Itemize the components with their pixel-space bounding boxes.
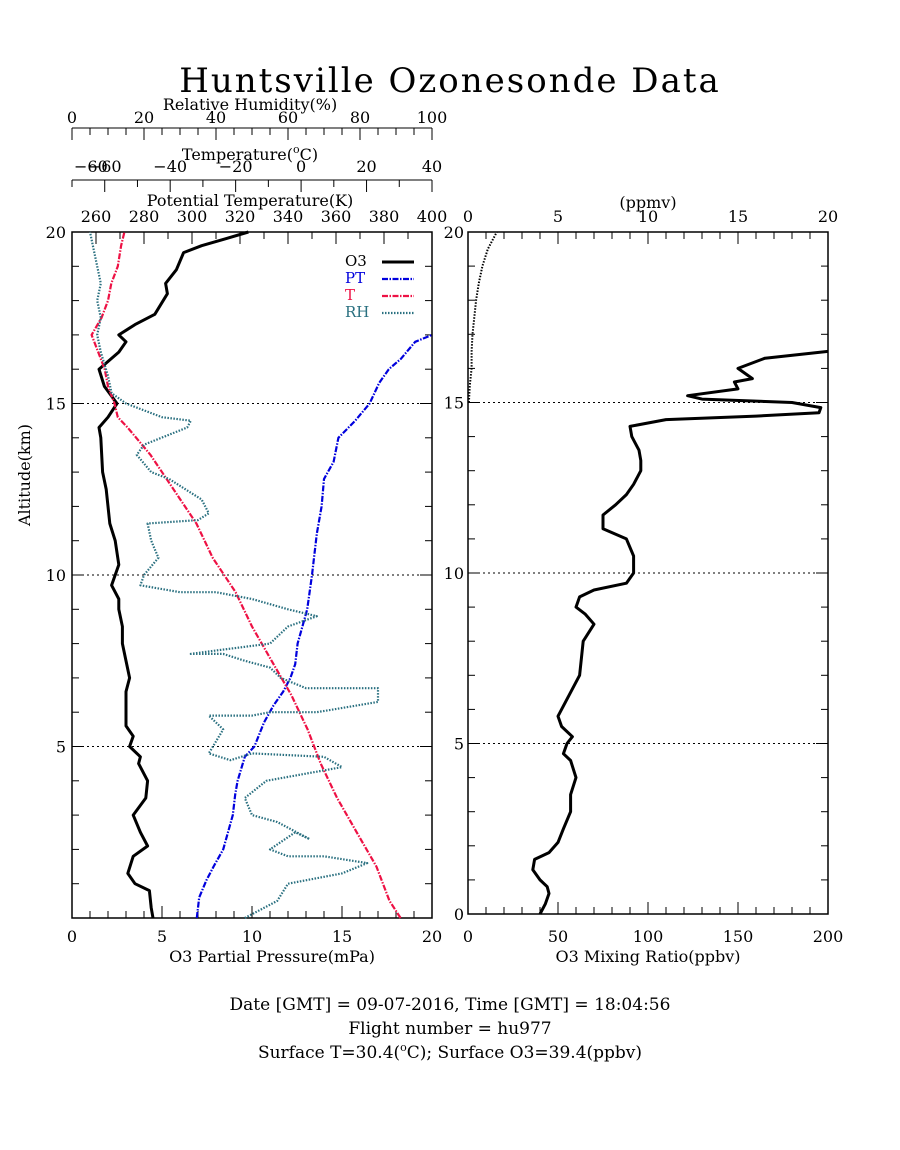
- ppmv-tick-label: 5: [553, 207, 563, 226]
- left-panel: 5 10 15 20 Altitude(km) 0 5 10 15 20 O3 Partial Pr…: [15, 95, 447, 966]
- rh-tick-label: 20: [134, 108, 154, 127]
- x-tick-label: 15: [332, 927, 352, 946]
- y-tick-label: 15: [444, 394, 464, 413]
- t-tick-label: −60: [74, 157, 108, 176]
- y-tick-label: 0: [454, 905, 464, 924]
- footer-surface-suffix: C); Surface O3=39.4(ppbv): [407, 1043, 642, 1063]
- y-tick-label: 5: [56, 738, 66, 757]
- pt-tick-label: 280: [129, 207, 160, 226]
- x-tick-label: 0: [67, 927, 77, 946]
- t-axis-label: Temperature(oC): [182, 143, 318, 164]
- x-tick-label: 150: [723, 927, 754, 946]
- t-tick-label: 40: [422, 157, 442, 176]
- t-axis-label-suffix: C): [300, 145, 318, 164]
- y-tick-label: 20: [46, 223, 66, 242]
- x-tick-label: 200: [813, 927, 844, 946]
- series-line-o3: [97, 230, 249, 919]
- x-tick-label: 50: [548, 927, 568, 946]
- t-tick-label: 20: [356, 157, 376, 176]
- ppmv-tick-label: 10: [638, 207, 658, 226]
- t-tick-label: −60: [88, 157, 122, 176]
- x-axis-label: O3 Partial Pressure(mPa): [169, 947, 375, 966]
- rh-tick-label: 60: [278, 108, 298, 127]
- footer-date-time: Date [GMT] = 09-07-2016, Time [GMT] = 18…: [230, 995, 671, 1015]
- pt-tick-label: 400: [417, 207, 448, 226]
- series-line-ppmv: [467, 231, 498, 403]
- y-tick-label: 10: [46, 566, 66, 585]
- ppmv-axis-label: (ppmv): [619, 193, 676, 212]
- legend-label-pt: PT: [345, 269, 365, 287]
- legend-label-o3: O3: [345, 252, 367, 270]
- legend-label-rh: RH: [345, 303, 369, 321]
- legend-label-t: T: [345, 286, 355, 304]
- x-axis-label: O3 Mixing Ratio(ppbv): [555, 947, 740, 966]
- chart-title: Huntsville Ozonesonde Data: [179, 61, 721, 101]
- t-tick-label: −20: [219, 157, 253, 176]
- ppmv-tick-label: 20: [818, 207, 838, 226]
- x-tick-label: 10: [242, 927, 262, 946]
- ppmv-tick-label: 0: [463, 207, 473, 226]
- rh-axis-label: Relative Humidity(%): [163, 95, 337, 114]
- pt-axis-label: Potential Temperature(K): [147, 191, 354, 210]
- pt-tick-label: 360: [321, 207, 352, 226]
- t-tick-label: 0: [296, 157, 306, 176]
- footer-surface-sup: o: [400, 1041, 407, 1054]
- y-tick-label: 10: [444, 564, 464, 583]
- ppmv-tick-label: 15: [728, 207, 748, 226]
- series-line-pt: [195, 333, 433, 919]
- rh-tick-label: 0: [67, 108, 77, 127]
- t-axis-label-prefix: Temperature(: [182, 145, 293, 164]
- pt-tick-label: 320: [225, 207, 256, 226]
- y-tick-label: 5: [454, 735, 464, 754]
- pt-tick-label: 260: [81, 207, 112, 226]
- footer-flight-number: Flight number = hu977: [348, 1019, 551, 1039]
- x-tick-label: 5: [157, 927, 167, 946]
- rh-tick-label: 100: [417, 108, 448, 127]
- t-tick-label: −40: [153, 157, 187, 176]
- footer-surface-prefix: Surface T=30.4(: [258, 1043, 400, 1063]
- t-axis-label-sup: o: [293, 143, 300, 156]
- pt-tick-label: 380: [369, 207, 400, 226]
- footer-surface-values: Surface T=30.4(oC); Surface O3=39.4(ppbv…: [258, 1041, 642, 1063]
- pt-tick-label: 300: [177, 207, 208, 226]
- rh-tick-label: 40: [206, 108, 226, 127]
- y-axis-label: Altitude(km): [15, 424, 34, 527]
- x-tick-label: 100: [633, 927, 664, 946]
- rh-tick-label: 80: [350, 108, 370, 127]
- pt-tick-label: 340: [273, 207, 304, 226]
- x-tick-label: 0: [463, 927, 473, 946]
- series-line-ppbv: [531, 349, 829, 915]
- y-tick-label: 15: [46, 395, 66, 414]
- series-line-t: [90, 231, 402, 919]
- y-tick-label: 20: [444, 223, 464, 242]
- x-tick-label: 20: [422, 927, 442, 946]
